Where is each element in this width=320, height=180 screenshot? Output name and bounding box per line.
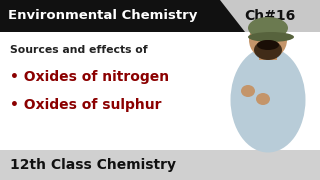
Ellipse shape (248, 17, 288, 39)
Text: Environmental Chemistry: Environmental Chemistry (8, 10, 197, 22)
Polygon shape (220, 0, 245, 32)
Text: Ch#16: Ch#16 (244, 9, 296, 23)
Bar (259, 42, 277, 60)
FancyBboxPatch shape (236, 82, 280, 100)
Ellipse shape (241, 85, 255, 97)
Polygon shape (220, 0, 320, 32)
Ellipse shape (248, 32, 294, 42)
Ellipse shape (249, 21, 287, 59)
FancyBboxPatch shape (246, 90, 288, 108)
Ellipse shape (254, 40, 282, 60)
Bar (0, 0, 320, 32)
Bar (0, 32, 320, 150)
Text: 12th Class Chemistry: 12th Class Chemistry (10, 158, 176, 172)
Ellipse shape (256, 93, 270, 105)
Text: • Oxides of sulphur: • Oxides of sulphur (10, 98, 162, 112)
Ellipse shape (230, 48, 306, 152)
Text: • Oxides of nitrogen: • Oxides of nitrogen (10, 70, 169, 84)
Text: Sources and effects of: Sources and effects of (10, 45, 148, 55)
Bar (0, 150, 320, 180)
Ellipse shape (257, 40, 279, 50)
